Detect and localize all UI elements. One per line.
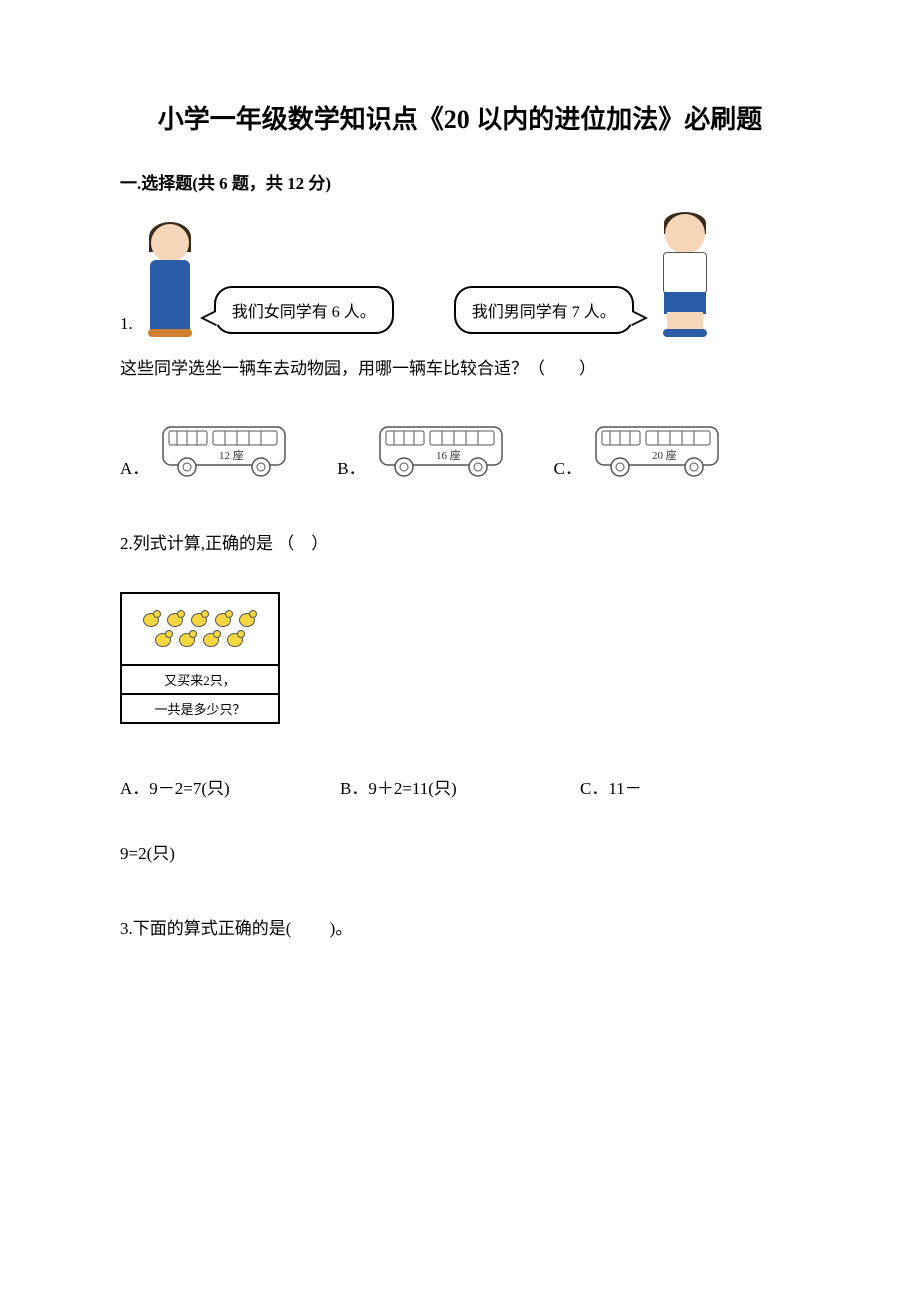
q1-number: 1. bbox=[120, 314, 133, 334]
chick-icon bbox=[165, 610, 187, 628]
q1-figure-row: 1. 我们女同学有 6 人。 我们男同学有 7 人。 bbox=[120, 214, 800, 334]
boy-speech-bubble: 我们男同学有 7 人。 bbox=[454, 286, 634, 334]
chick-icon bbox=[225, 630, 247, 648]
q1-options: A． 12 座 B． bbox=[120, 419, 800, 479]
section-header: 一.选择题(共 6 题，共 12 分) bbox=[120, 169, 800, 194]
chick-icon bbox=[189, 610, 211, 628]
bus-a-icon: 12 座 bbox=[157, 419, 297, 479]
option-b-label: B． bbox=[337, 454, 365, 479]
chick-icon bbox=[177, 630, 199, 648]
q1-option-c: C． 20 座 bbox=[554, 419, 730, 479]
q2-box: 又买来2只， 一共是多少只？ bbox=[120, 592, 280, 724]
page-title: 小学一年级数学知识点《20 以内的进位加法》必刷题 bbox=[120, 100, 800, 139]
q2-option-b: B．9＋2=11(只) bbox=[340, 774, 580, 799]
q3-text: 3.下面的算式正确的是( )。 bbox=[120, 914, 800, 939]
q1-option-b: B． 16 座 bbox=[337, 419, 513, 479]
bus-c-icon: 20 座 bbox=[590, 419, 730, 479]
boy-illustration bbox=[650, 214, 720, 334]
girl-speech-bubble: 我们女同学有 6 人。 bbox=[214, 286, 394, 334]
q2-trailing: 9=2(只) bbox=[120, 839, 800, 864]
chick-row bbox=[140, 610, 260, 648]
chick-icon bbox=[237, 610, 259, 628]
option-c-label: C． bbox=[554, 454, 582, 479]
svg-text:20 座: 20 座 bbox=[652, 448, 677, 462]
chick-icon bbox=[153, 630, 175, 648]
q2-image-cell bbox=[122, 594, 278, 666]
q2-box-line1: 又买来2只， bbox=[122, 666, 278, 695]
q1-option-a: A． 12 座 bbox=[120, 419, 297, 479]
q2-options: A．9－2=7(只) B．9＋2=11(只) C．11－ bbox=[120, 774, 800, 799]
option-a-label: A． bbox=[120, 454, 149, 479]
svg-text:16 座: 16 座 bbox=[436, 448, 461, 462]
chick-icon bbox=[141, 610, 163, 628]
q2-option-a: A．9－2=7(只) bbox=[120, 774, 340, 799]
chick-icon bbox=[201, 630, 223, 648]
chick-icon bbox=[213, 610, 235, 628]
q1-prompt: 这些同学选坐一辆车去动物园，用哪一辆车比较合适？（ ） bbox=[120, 354, 800, 379]
girl-illustration bbox=[137, 224, 202, 334]
q2-box-line2: 一共是多少只？ bbox=[122, 695, 278, 722]
svg-text:12 座: 12 座 bbox=[219, 448, 244, 462]
bus-b-icon: 16 座 bbox=[374, 419, 514, 479]
q2-option-c: C．11－ bbox=[580, 774, 800, 799]
q2-text: 2.列式计算,正确的是 （ ） bbox=[120, 529, 800, 554]
